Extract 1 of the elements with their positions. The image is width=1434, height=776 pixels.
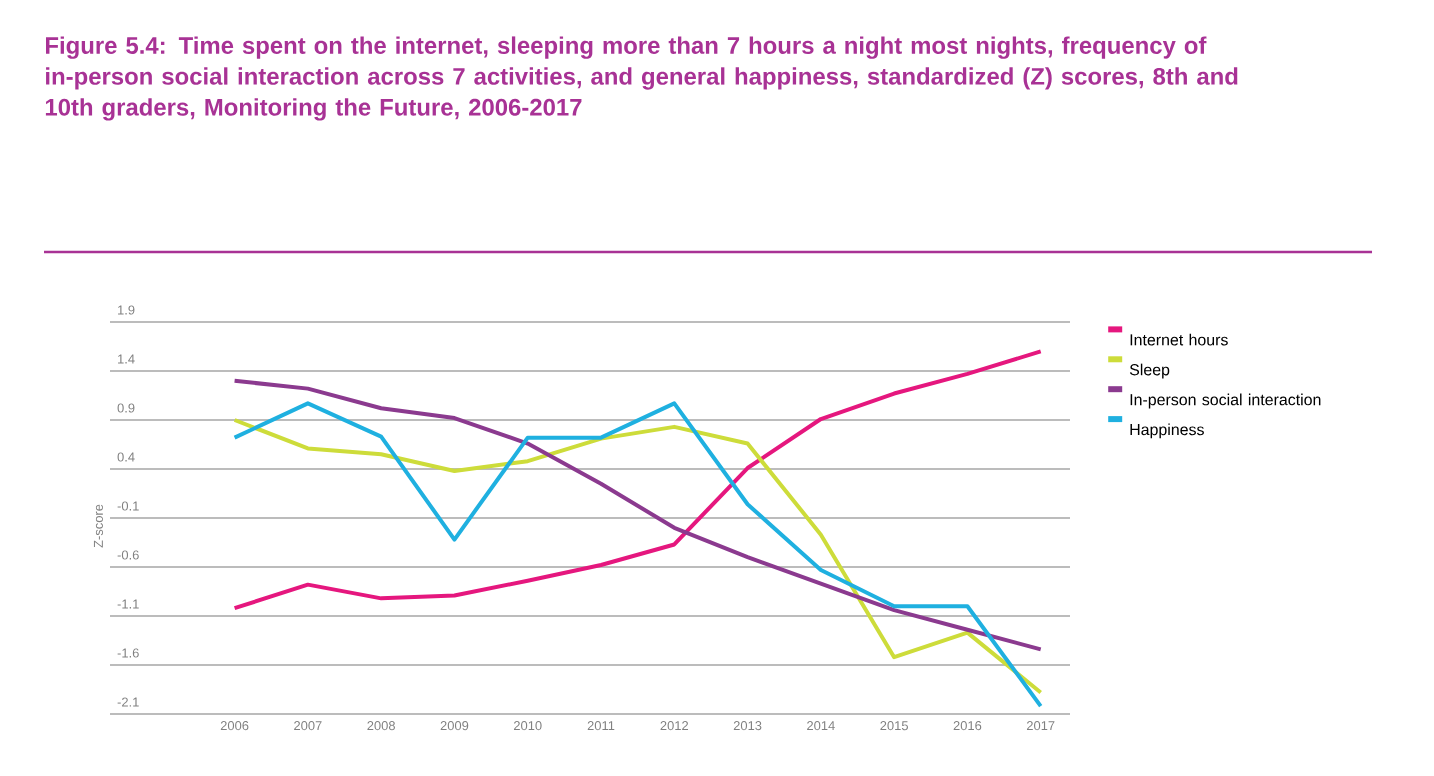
chart-title: Figure 5.4: Time spent on the internet, sleeping more than 7 hours a night most nights, frequency of in-person social interaction across 7 activities, and general happiness, standardized (Z) scores, 8th and 10th graders, Monitoring the Future, 2006-2017 (45, 36, 1238, 121)
